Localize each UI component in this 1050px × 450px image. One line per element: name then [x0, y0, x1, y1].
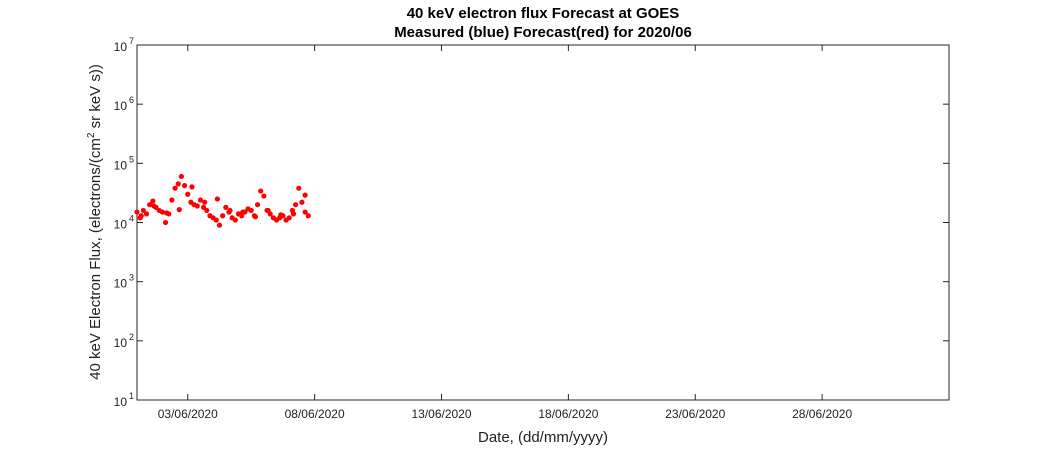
data-point [232, 217, 238, 223]
data-point [164, 210, 170, 216]
x-tick-label: 08/06/2020 [285, 407, 345, 421]
data-point [159, 209, 165, 215]
data-point [258, 188, 264, 194]
x-tick-label: 18/06/2020 [538, 407, 598, 421]
data-point [175, 181, 181, 187]
data-point [220, 213, 226, 219]
y-axis-label-sup: 2 [86, 132, 97, 138]
data-point [286, 215, 292, 221]
data-point [162, 219, 169, 226]
y-axis-label-prefix: 40 keV Electron Flux, (electrons/(cm [87, 138, 104, 380]
x-tick-label: 23/06/2020 [665, 407, 725, 421]
data-point [194, 203, 200, 209]
data-point [261, 193, 267, 199]
data-point [185, 191, 191, 197]
chart-title: 40 keV electron flux Forecast at GOES [407, 5, 680, 22]
data-point [292, 202, 299, 208]
data-point [252, 214, 259, 220]
data-point [223, 204, 229, 210]
data-point [172, 185, 178, 191]
y-axis-label-suffix: sr keV s)) [87, 64, 104, 132]
y-tick-exponent: 7 [129, 36, 134, 46]
data-point [254, 202, 261, 208]
data-point [181, 183, 188, 189]
data-point [134, 209, 140, 215]
data-point [302, 192, 308, 198]
y-tick-label: 10 [114, 277, 128, 291]
y-tick-exponent: 1 [129, 391, 134, 401]
data-point [197, 197, 204, 203]
data-point [178, 173, 185, 180]
data-point [138, 213, 144, 219]
data-point [296, 185, 302, 191]
y-tick-label: 10 [114, 395, 128, 409]
y-tick-label: 10 [114, 40, 128, 54]
data-point [216, 222, 223, 228]
y-tick-exponent: 3 [129, 273, 134, 283]
data-points [134, 173, 311, 228]
data-point [147, 202, 153, 208]
data-point [214, 196, 220, 202]
data-point [240, 209, 246, 215]
chart-subtitle: Measured (blue) Forecast(red) for 2020/0… [394, 24, 692, 41]
y-axis-label: 40 keV Electron Flux, (electrons/(cm2 sr… [86, 64, 104, 380]
x-tick-label: 03/06/2020 [158, 407, 218, 421]
y-tick-label: 10 [114, 158, 128, 172]
data-point [305, 213, 311, 219]
data-point [204, 207, 210, 214]
data-point [140, 207, 146, 214]
data-point [213, 217, 219, 223]
y-tick-label: 10 [114, 99, 128, 113]
data-point [248, 207, 254, 214]
y-tick-label: 10 [114, 336, 128, 350]
x-axis: 03/06/2020 08/06/2020 13/06/2020 18/06/2020… [158, 45, 852, 421]
plot-area [136, 44, 950, 401]
data-point [169, 197, 175, 203]
data-point [202, 199, 208, 205]
data-point [265, 207, 271, 214]
y-tick-exponent: 6 [129, 95, 134, 105]
data-point [176, 207, 182, 213]
y-tick-exponent: 2 [129, 332, 134, 342]
data-point [227, 207, 233, 214]
data-point [290, 211, 297, 217]
data-point [278, 212, 284, 218]
data-point [302, 209, 308, 215]
y-tick-label: 10 [114, 218, 128, 232]
data-point [299, 199, 305, 205]
x-tick-label: 28/06/2020 [792, 407, 852, 421]
data-point [150, 198, 156, 204]
data-point [189, 184, 195, 190]
x-tick-label: 13/06/2020 [411, 407, 471, 421]
data-point [151, 203, 157, 209]
y-tick-exponent: 5 [129, 154, 134, 164]
data-point [143, 211, 150, 217]
x-axis-label: Date, (dd/mm/yyyy) [478, 429, 608, 446]
y-tick-exponent: 4 [129, 214, 134, 224]
